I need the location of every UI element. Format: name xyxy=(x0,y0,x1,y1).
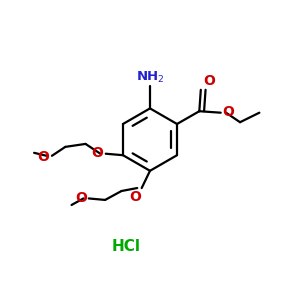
Text: HCl: HCl xyxy=(112,239,141,254)
Text: NH$_2$: NH$_2$ xyxy=(136,70,164,85)
Text: O: O xyxy=(203,74,215,88)
Text: O: O xyxy=(92,146,104,160)
Text: O: O xyxy=(38,150,50,164)
Text: O: O xyxy=(222,105,234,119)
Text: O: O xyxy=(75,191,87,205)
Text: O: O xyxy=(129,190,141,204)
